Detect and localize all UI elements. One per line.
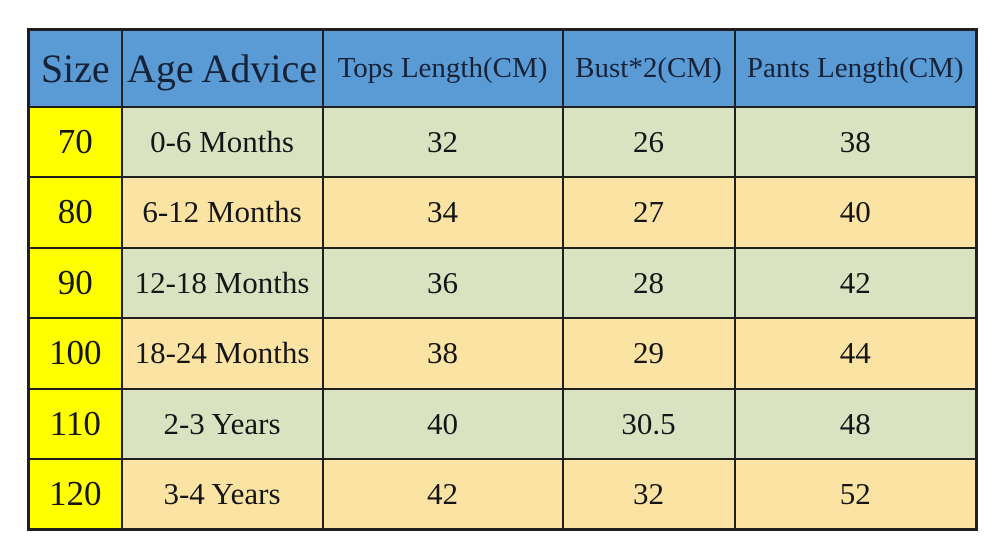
table-row: 90 12-18 Months 36 28 42 [27, 246, 978, 319]
age-cell: 12-18 Months [120, 246, 324, 319]
table-row: 80 6-12 Months 34 27 40 [27, 176, 978, 249]
header-tops-length: Tops Length(CM) [321, 28, 564, 108]
header-age-advice: Age Advice [120, 28, 324, 108]
pants-cell: 42 [733, 246, 978, 319]
size-cell: 90 [27, 246, 123, 319]
pants-cell: 40 [733, 176, 978, 249]
size-cell: 100 [27, 317, 123, 390]
tops-cell: 34 [321, 176, 564, 249]
size-cell: 120 [27, 458, 123, 531]
pants-cell: 38 [733, 105, 978, 178]
age-cell: 3-4 Years [120, 458, 324, 531]
bust-cell: 32 [561, 458, 736, 531]
size-chart-table: Size Age Advice Tops Length(CM) Bust*2(C… [27, 28, 978, 531]
tops-cell: 38 [321, 317, 564, 390]
age-cell: 6-12 Months [120, 176, 324, 249]
tops-cell: 36 [321, 246, 564, 319]
table-row: 110 2-3 Years 40 30.5 48 [27, 387, 978, 460]
header-pants-length: Pants Length(CM) [733, 28, 978, 108]
pants-cell: 48 [733, 387, 978, 460]
tops-cell: 42 [321, 458, 564, 531]
bust-cell: 27 [561, 176, 736, 249]
bust-cell: 30.5 [561, 387, 736, 460]
bust-cell: 28 [561, 246, 736, 319]
header-row: Size Age Advice Tops Length(CM) Bust*2(C… [27, 28, 978, 108]
pants-cell: 52 [733, 458, 978, 531]
size-cell: 110 [27, 387, 123, 460]
header-bust: Bust*2(CM) [561, 28, 736, 108]
table-row: 120 3-4 Years 42 32 52 [27, 458, 978, 531]
header-size: Size [27, 28, 123, 108]
pants-cell: 44 [733, 317, 978, 390]
table-row: 100 18-24 Months 38 29 44 [27, 317, 978, 390]
tops-cell: 32 [321, 105, 564, 178]
age-cell: 18-24 Months [120, 317, 324, 390]
age-cell: 0-6 Months [120, 105, 324, 178]
bust-cell: 26 [561, 105, 736, 178]
table-header: Size Age Advice Tops Length(CM) Bust*2(C… [27, 28, 978, 108]
size-cell: 70 [27, 105, 123, 178]
table-body: 70 0-6 Months 32 26 38 80 6-12 Months 34… [27, 105, 978, 531]
tops-cell: 40 [321, 387, 564, 460]
table-row: 70 0-6 Months 32 26 38 [27, 105, 978, 178]
size-cell: 80 [27, 176, 123, 249]
bust-cell: 29 [561, 317, 736, 390]
age-cell: 2-3 Years [120, 387, 324, 460]
